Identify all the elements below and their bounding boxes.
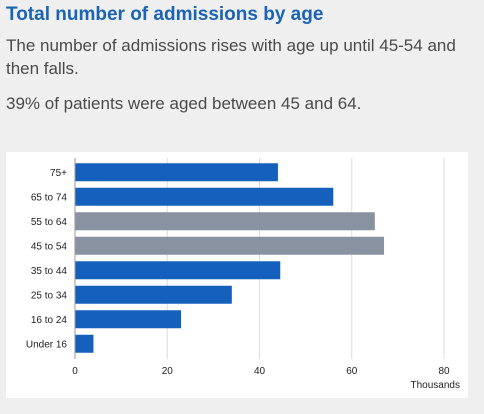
- category-label: 45 to 54: [31, 241, 68, 252]
- category-labels: 75+ 65 to 74 55 to 64 45 to 54 35 to 44 25 to…: [26, 168, 68, 351]
- bar: [75, 212, 375, 231]
- x-tick-label: 20: [162, 366, 174, 377]
- bar: [75, 163, 278, 182]
- bar: [75, 261, 281, 280]
- bar: [75, 187, 334, 206]
- summary-text: The number of admissions rises with age …: [6, 36, 456, 78]
- category-label: 16 to 24: [31, 315, 68, 326]
- category-label: Under 16: [26, 339, 68, 350]
- summary-text-2: 39% of patients were aged between 45 and…: [6, 94, 362, 113]
- category-label: 65 to 74: [31, 192, 68, 203]
- x-tick-label: 80: [438, 366, 450, 377]
- chart-title: Total number of admissions by age: [6, 4, 324, 25]
- category-label: 25 to 34: [31, 290, 68, 301]
- tick-labels: 0 20 40 60 80: [72, 366, 450, 377]
- chart-panel: 75+ 65 to 74 55 to 64 45 to 54 35 to 44 25 to…: [6, 152, 468, 398]
- x-tick-label: 0: [72, 366, 78, 377]
- x-axis-unit-label: Thousands: [411, 380, 460, 391]
- category-label: 35 to 44: [31, 266, 68, 277]
- x-tick-label: 60: [346, 366, 358, 377]
- category-label: 75+: [50, 168, 67, 179]
- x-tick-label: 40: [254, 366, 266, 377]
- bar: [75, 285, 232, 304]
- bar: [75, 310, 182, 329]
- bar-chart: 75+ 65 to 74 55 to 64 45 to 54 35 to 44 25 to…: [26, 158, 460, 391]
- bar: [75, 334, 94, 353]
- category-label: 55 to 64: [31, 217, 68, 228]
- bar: [75, 236, 385, 255]
- bars: [74, 158, 385, 359]
